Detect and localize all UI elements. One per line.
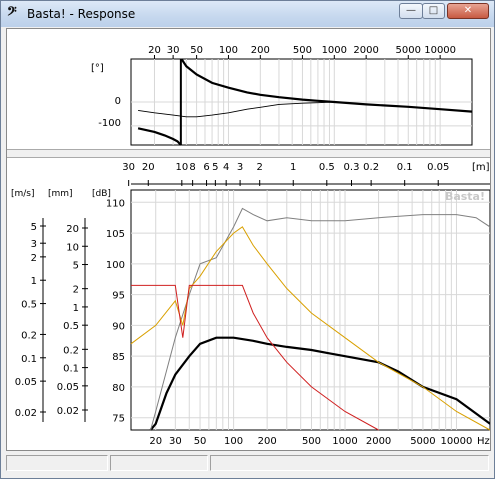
excursion-tick-label: 0.5 [63,321,79,332]
window-title: Basta! - Response [27,7,136,21]
wavelength-tick-label: 10 [175,162,188,173]
phase-x-tick-label: 20 [148,45,161,56]
freq-tick-label: 2000 [366,436,391,447]
freq-unit: Hz [477,436,490,447]
excursion-tick-label: 0.02 [57,406,79,417]
wavelength-tick-label: 0.2 [363,162,379,173]
excursion-tick-label: 20 [66,224,79,235]
wavelength-tick-label: 0.1 [397,162,413,173]
velocity-tick-label: 0.02 [15,408,37,419]
velocity-tick-label: 0.5 [21,300,37,311]
status-panel [110,455,208,471]
status-panel [6,455,108,471]
wavelength-tick-label: 3 [237,162,243,173]
response-series-line [149,336,490,431]
response-series-line [131,284,379,431]
phase-y-unit: [°] [91,63,104,74]
phase-plot: 20 30 50 100 200 500 1000 2000 5000 10000 [°] 0 -… [91,45,473,146]
velocity-tick-label: 0.1 [21,354,37,365]
velocity-tick-label: 0.05 [15,377,37,388]
phase-x-tick-label: 100 [219,45,238,56]
status-bar [6,453,491,473]
db-tick-label: 95 [112,291,125,302]
phase-x-tick-label: 5000 [396,45,421,56]
db-tick-label: 110 [106,198,125,209]
phase-x-tick-label: 10000 [424,45,456,56]
maximize-button[interactable]: □ [422,3,445,19]
watermark: Basta! [445,190,485,203]
db-tick-label: 80 [112,383,125,394]
excursion-tick-label: 10 [66,242,79,253]
db-tick-label: 85 [112,352,125,363]
freq-tick-label: 5000 [410,436,435,447]
wavelength-tick-label: 0.05 [427,162,449,173]
velocity-tick-label: 2 [31,253,37,264]
phase-x-tick-label: 1000 [322,45,347,56]
wavelength-unit: [m] [472,162,490,173]
freq-tick-label: 1000 [332,436,357,447]
db-unit: [dB] [92,189,111,199]
status-panel [210,455,489,471]
title-bar[interactable]: 𝄢 Basta! - Response — □ ✕ [1,1,494,27]
freq-tick-label: 500 [302,436,321,447]
maximize-icon: □ [428,5,439,16]
velocity-tick-label: 3 [31,239,37,250]
db-tick-label: 100 [106,260,125,271]
wavelength-tick-label: 0.3 [344,162,360,173]
phase-y-tick: 0 [115,96,121,107]
freq-tick-label: 200 [258,436,277,447]
response-series-line [150,207,490,431]
freq-tick-label: 20 [149,436,162,447]
excursion-tick-label: 5 [73,261,79,272]
phase-series-line [137,127,182,146]
freq-tick-label: 30 [169,436,182,447]
response-plot: 30 20 10 8 6 5 4 3 2 1 0.5 0.3 0.2 0.1 0.05 [m] [m/s] … [11,162,490,447]
phase-x-tick-label: 50 [190,45,203,56]
wavelength-tick-label: 20 [142,162,155,173]
phase-series-line [138,101,473,118]
wavelength-tick-label: 4 [223,162,229,173]
minimize-button[interactable]: — [399,3,423,19]
freq-tick-label: 10000 [441,436,473,447]
velocity-tick-label: 1 [31,276,37,287]
wavelength-tick-label: 6 [203,162,209,173]
wavelength-tick-label: 2 [257,162,263,173]
excursion-tick-label: 2 [73,285,79,296]
pane-splitter[interactable] [7,149,490,158]
wavelength-tick-label: 8 [189,162,195,173]
freq-tick-label: 50 [194,436,207,447]
wavelength-tick-label: 30 [122,162,135,173]
excursion-unit: [mm] [48,189,73,199]
db-tick-label: 90 [112,321,125,332]
minimize-icon: — [406,5,416,16]
velocity-unit: [m/s] [11,189,35,199]
velocity-tick-label: 0.2 [21,330,37,341]
freq-tick-label: 100 [224,436,243,447]
excursion-tick-label: 0.1 [63,364,79,375]
excursion-tick-label: 0.05 [57,382,79,393]
phase-x-tick-label: 2000 [353,45,378,56]
phase-x-tick-label: 200 [251,45,270,56]
phase-y-tick: -100 [98,118,121,129]
wavelength-tick-label: 1 [290,162,296,173]
close-button[interactable]: ✕ [447,3,489,19]
velocity-tick-label: 5 [31,222,37,233]
phase-x-tick-label: 500 [293,45,312,56]
wavelength-tick-label: 0.5 [319,162,335,173]
close-icon: ✕ [463,5,473,16]
excursion-tick-label: 0.2 [63,345,79,356]
phase-x-tick-label: 30 [167,45,180,56]
response-series-line [130,226,490,431]
excursion-tick-label: 1 [73,303,79,314]
db-tick-label: 105 [106,229,125,240]
bass-clef-icon: 𝄢 [7,4,17,22]
client-area: 20 30 50 100 200 500 1000 2000 5000 10000 [°] 0 -… [6,28,491,451]
wavelength-tick-label: 5 [212,162,218,173]
db-tick-label: 75 [112,414,125,425]
